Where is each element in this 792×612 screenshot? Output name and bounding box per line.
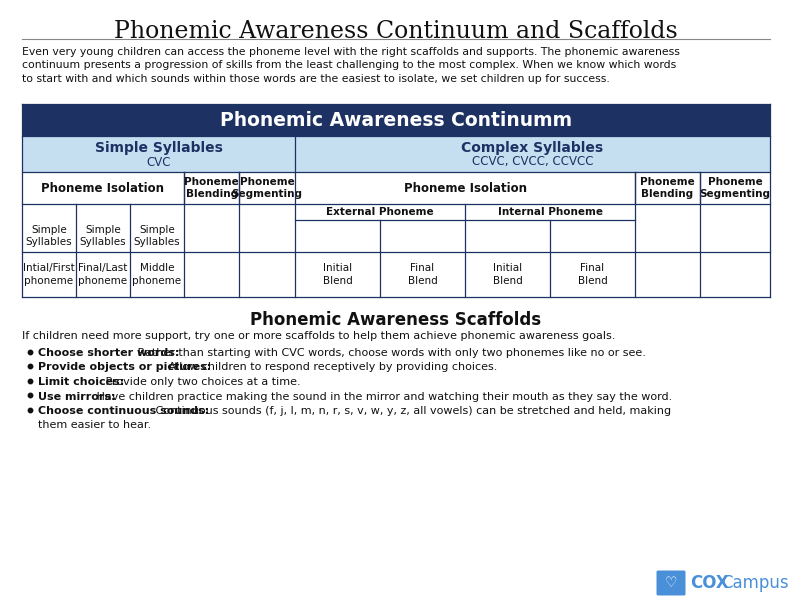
Text: ♡: ♡ <box>664 576 677 590</box>
FancyBboxPatch shape <box>657 570 686 595</box>
Text: Initial
Blend: Initial Blend <box>493 263 523 286</box>
Text: Phoneme
Segmenting: Phoneme Segmenting <box>699 177 771 199</box>
Text: Campus: Campus <box>721 574 789 592</box>
Text: External Phoneme: External Phoneme <box>326 207 434 217</box>
Text: Simple
Syllables: Simple Syllables <box>134 225 181 247</box>
Text: Middle
phoneme: Middle phoneme <box>132 263 181 286</box>
Text: Allow children to respond receptively by providing choices.: Allow children to respond receptively by… <box>166 362 498 373</box>
Text: continuum presents a progression of skills from the least challenging to the mos: continuum presents a progression of skil… <box>22 61 676 70</box>
Text: Simple Syllables: Simple Syllables <box>94 141 223 155</box>
Bar <box>22 104 770 297</box>
Text: Choose continuous sounds:: Choose continuous sounds: <box>38 406 209 416</box>
Text: to start with and which sounds within those words are the easiest to isolate, we: to start with and which sounds within th… <box>22 74 610 84</box>
Text: Limit choices:: Limit choices: <box>38 377 124 387</box>
Text: Phoneme Isolation: Phoneme Isolation <box>403 182 527 195</box>
Text: Have children practice making the sound in the mirror and watching their mouth a: Have children practice making the sound … <box>93 392 672 401</box>
Text: Final
Blend: Final Blend <box>577 263 607 286</box>
Text: Complex Syllables: Complex Syllables <box>462 141 604 155</box>
Text: Simple
Syllables: Simple Syllables <box>80 225 126 247</box>
Text: them easier to hear.: them easier to hear. <box>38 420 151 430</box>
Text: Phoneme
Segmenting: Phoneme Segmenting <box>232 177 303 199</box>
Text: Phoneme Isolation: Phoneme Isolation <box>41 182 165 195</box>
Text: Phonemic Awareness Continumm: Phonemic Awareness Continumm <box>220 111 572 130</box>
Text: If children need more support, try one or more scaffolds to help them achieve ph: If children need more support, try one o… <box>22 331 615 341</box>
Text: Use mirrors:: Use mirrors: <box>38 392 116 401</box>
Text: Provide only two choices at a time.: Provide only two choices at a time. <box>101 377 300 387</box>
Bar <box>22 172 770 297</box>
Text: COX: COX <box>690 574 729 592</box>
Text: Simple
Syllables: Simple Syllables <box>25 225 72 247</box>
Text: Final
Blend: Final Blend <box>408 263 437 286</box>
Text: Phoneme
Blending: Phoneme Blending <box>185 177 239 199</box>
Text: Even very young children can access the phoneme level with the right scaffolds a: Even very young children can access the … <box>22 47 680 57</box>
Text: Phonemic Awareness Continuum and Scaffolds: Phonemic Awareness Continuum and Scaffol… <box>114 20 678 43</box>
Text: CCVC, CVCC, CCVCC: CCVC, CVCC, CCVCC <box>472 155 593 168</box>
Text: Rather than starting with CVC words, choose words with only two phonemes like no: Rather than starting with CVC words, cho… <box>134 348 645 358</box>
Bar <box>22 136 295 172</box>
Text: Choose shorter words:: Choose shorter words: <box>38 348 179 358</box>
Text: Continuous sounds (f, j, l, m, n, r, s, v, w, y, z, all vowels) can be stretched: Continuous sounds (f, j, l, m, n, r, s, … <box>152 406 671 416</box>
Text: Provide objects or pictures:: Provide objects or pictures: <box>38 362 211 373</box>
Text: CVC: CVC <box>147 155 171 168</box>
Text: Internal Phoneme: Internal Phoneme <box>497 207 603 217</box>
Text: Phoneme
Blending: Phoneme Blending <box>640 177 695 199</box>
Text: Phonemic Awareness Scaffolds: Phonemic Awareness Scaffolds <box>250 311 542 329</box>
Bar <box>295 136 770 172</box>
Text: Intial/First
phoneme: Intial/First phoneme <box>23 263 75 286</box>
Text: Final/Last
phoneme: Final/Last phoneme <box>78 263 128 286</box>
Text: Initial
Blend: Initial Blend <box>322 263 352 286</box>
